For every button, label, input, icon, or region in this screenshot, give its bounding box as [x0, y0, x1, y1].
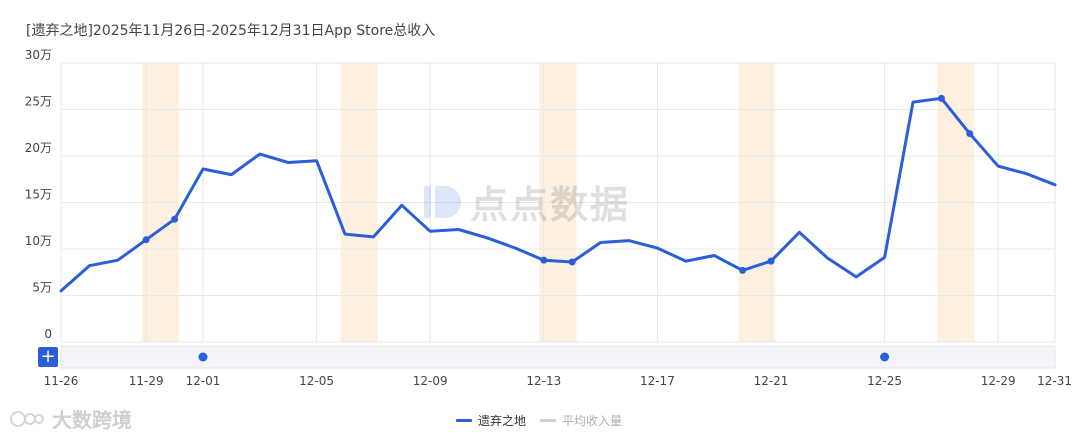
dashujingjing-logo-icon: [10, 410, 44, 427]
y-tick-label: 15万: [25, 188, 52, 202]
legend-label-average: 平均收入量: [562, 414, 623, 428]
event-marker: [198, 352, 208, 362]
y-tick-label: 30万: [25, 48, 52, 62]
slider-track: [60, 345, 1056, 369]
y-tick-label: 5万: [32, 281, 52, 295]
y-tick-label: 10万: [25, 234, 52, 248]
legend-swatch-average: [540, 419, 557, 422]
legend: 遗弃之地 平均收入量: [456, 412, 622, 429]
event-marker: [880, 352, 890, 362]
diandian-logo-icon: [424, 185, 461, 218]
data-point: [767, 257, 775, 265]
legend-item-series[interactable]: 遗弃之地: [456, 412, 526, 429]
watermark-corner-text: 大数跨境: [52, 408, 132, 432]
data-point: [966, 130, 974, 138]
watermark-center: 点点数据: [420, 174, 630, 229]
data-point: [937, 94, 945, 102]
add-button[interactable]: +: [38, 347, 58, 367]
watermark-center-text: 点点数据: [470, 183, 631, 227]
watermark-corner: 大数跨境: [8, 404, 132, 433]
x-tick-label: 12-05: [299, 374, 334, 388]
time-range-slider[interactable]: [60, 345, 1056, 369]
x-tick-label: 12-17: [640, 374, 675, 388]
x-tick-label: 12-29: [981, 374, 1016, 388]
data-point: [568, 258, 576, 266]
legend-swatch-series: [456, 419, 472, 422]
series-layer: [59, 94, 1057, 293]
data-point: [171, 215, 179, 223]
legend-label-series: 遗弃之地: [478, 414, 527, 428]
y-tick-label: 0: [44, 327, 52, 341]
data-point: [739, 266, 747, 274]
x-axis-ticks: 11-26 11-29 12-01 12-05 12-09 12-13 12-17 12-21…: [44, 374, 1072, 388]
series-line: [59, 96, 1057, 293]
legend-item-average[interactable]: 平均收入量: [540, 412, 622, 429]
x-tick-label: 11-29: [129, 374, 164, 388]
x-tick-label: 11-26: [44, 374, 79, 388]
y-axis-ticks: 0 5万 10万 15万 20万 25万 30万: [25, 48, 52, 341]
x-tick-label: 12-13: [526, 374, 561, 388]
y-tick-label: 25万: [25, 95, 52, 109]
x-tick-label: 12-09: [413, 374, 448, 388]
x-tick-label: 12-01: [186, 374, 221, 388]
data-point: [142, 236, 150, 244]
chart-title: [遗弃之地]2025年11月26日-2025年12月31日App Store总收…: [26, 23, 436, 39]
x-tick-label: 12-31: [1037, 374, 1072, 388]
x-tick-label: 12-25: [867, 374, 902, 388]
y-tick-label: 20万: [25, 141, 52, 155]
data-point: [540, 256, 548, 264]
gridlines: [60, 62, 1056, 343]
x-tick-label: 12-21: [754, 374, 789, 388]
